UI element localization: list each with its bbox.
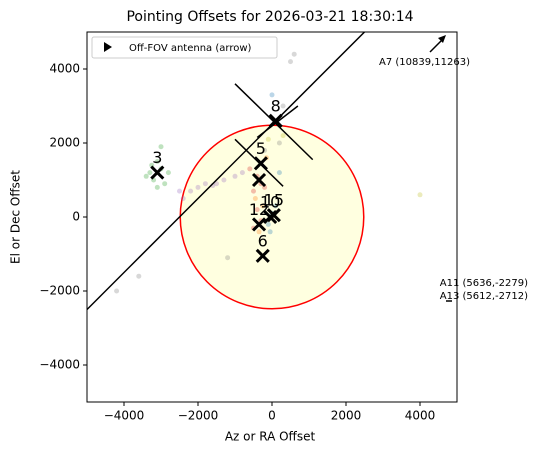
antenna-label: 15 [264,191,284,210]
scatter-point [154,159,160,164]
off-fov-annotations: A7 (10839,11263) A11 (5636,-2279) A13 (5… [379,35,528,302]
scatter-point [262,147,268,153]
scatter-point [232,173,238,179]
legend-marker [104,42,112,52]
scatter-point [162,181,168,187]
scatter-point [214,181,219,187]
annotation: A11 (5636,-2279) [440,278,528,289]
scatter-point [417,192,423,198]
arrow-head [438,35,446,43]
reference-line [87,32,366,311]
chart-title: Pointing Offsets for 2026-03-21 18:30:14 [126,9,413,25]
x-tick-label: −2000 [178,409,219,423]
scatter-point [269,92,275,98]
scatter-point [114,288,120,294]
x-tick-label: 0 [268,409,276,423]
antenna-marker [150,165,165,180]
scatter-point [288,59,293,65]
antenna-label: 12 [249,200,269,219]
scatter-point [158,144,164,150]
antenna-marker [253,156,268,171]
scatter-point [221,177,227,183]
legend-box [91,36,278,59]
antenna-marker [255,248,270,263]
x-axis-label: Az or RA Offset [225,430,316,444]
scatter-point [265,221,271,227]
scatter-point [273,203,279,209]
scatter-point [136,273,142,279]
scatter-point [280,133,286,139]
scatter-point [202,181,208,187]
scatter-point [276,140,282,146]
antenna-marker [251,172,267,188]
scatter-point [254,207,260,213]
annotation: A13 (5612,-2712) [440,291,528,302]
scatter-point [280,103,286,109]
scatter-point [260,203,266,209]
antenna-label: 8 [271,96,281,115]
antenna-marker [266,208,281,223]
scatter-point [265,136,271,142]
antenna-label: 3 [152,148,162,167]
scatter-point [143,173,149,179]
antenna-label: 10 [260,193,280,212]
scatter-point [165,170,171,176]
antenna-marker [251,217,267,232]
antenna-label: 5 [256,139,266,158]
scatter-point [180,196,186,201]
scatter-point [239,170,245,176]
scatter-point [177,188,182,194]
scatter-point [225,255,231,261]
scatter-point [147,170,153,176]
scatter-point [256,229,262,235]
scatter-point [276,170,282,176]
x-tick-label: −4000 [104,409,145,423]
y-tick-label: 0 [72,210,80,224]
y-axis-label: El or Dec Offset [9,170,23,264]
antenna-marker [268,113,283,128]
x-tick-label: 2000 [331,409,362,423]
scatter-point [154,184,160,190]
scatter-point [188,188,194,194]
scatter-point [291,51,297,57]
antenna-label: 6 [258,231,268,250]
x-tick-label: 4000 [405,409,436,423]
legend: Off-FOV antenna (arrow) [91,36,278,59]
annotation: A7 (10839,11263) [379,57,470,68]
scatter-point [252,196,258,201]
scatter-point [267,229,273,235]
scatter-point [247,166,253,172]
legend-label: Off-FOV antenna (arrow) [129,43,252,54]
y-tick-label: 2000 [49,136,80,150]
scatter-point [251,188,256,194]
scatter-point [195,184,201,190]
y-tick-label: −4000 [39,358,80,372]
y-tick-label: −2000 [39,284,80,298]
y-tick-label: 4000 [49,62,80,76]
